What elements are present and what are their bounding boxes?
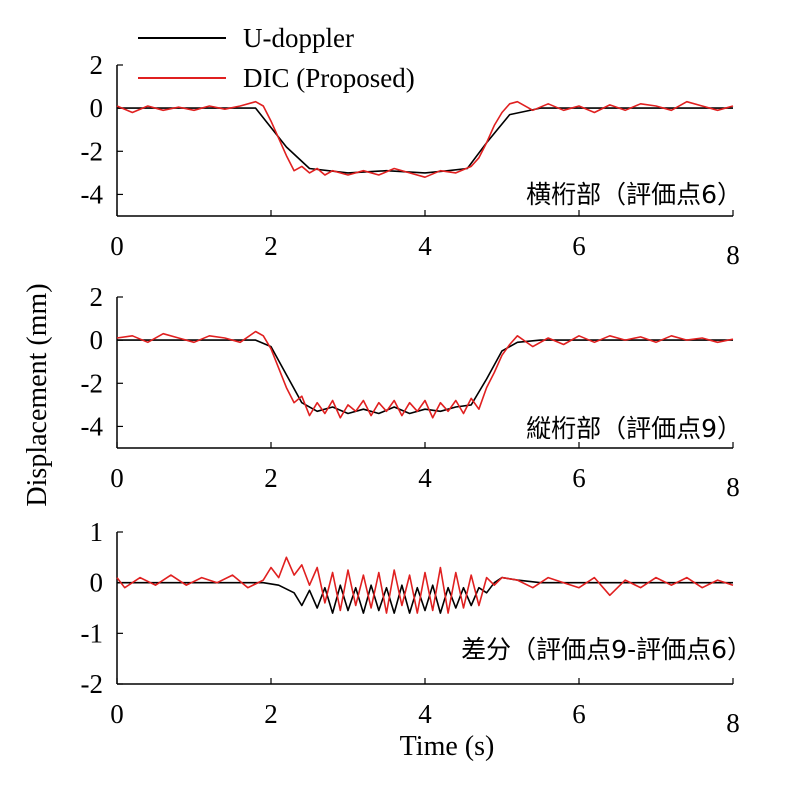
y-tick-label: -4 [81, 179, 104, 209]
y-tick-label: -2 [81, 136, 104, 166]
legend-label-dic: DIC (Proposed) [243, 63, 415, 93]
y-tick-label: -2 [81, 669, 104, 699]
series-line-dic [116, 100, 734, 178]
panel-3: 10-1-20 2 4 6 8差分（評価点9-評価点6） [81, 517, 753, 738]
x-tick-label: 4 [418, 231, 432, 261]
series-line-dic [116, 330, 734, 419]
panel-annotation: 横桁部（評価点6） [526, 180, 742, 209]
y-tick-label: 1 [90, 517, 104, 547]
x-tick-label: 4 [418, 699, 432, 729]
y-tick-label: -4 [81, 411, 104, 441]
x-axis-label: Time (s) [400, 731, 495, 762]
x-tick-label: 6 [572, 463, 586, 493]
y-tick-label: 0 [90, 325, 104, 355]
x-tick-label: 8 [726, 472, 740, 502]
x-tick-label: 6 [572, 699, 586, 729]
x-tick-label: 6 [572, 231, 586, 261]
series-line-u-doppler [117, 576, 733, 614]
y-tick-label: -1 [81, 618, 104, 648]
x-tick-label: 0 [110, 463, 124, 493]
panel-annotation: 差分（評価点9-評価点6） [461, 635, 752, 664]
x-tick-label: 8 [726, 240, 740, 270]
legend-label-u-doppler: U-doppler [243, 23, 354, 53]
x-tick-label: 2 [264, 231, 278, 261]
x-tick-label: 2 [264, 699, 278, 729]
series-line-u-doppler [117, 107, 733, 174]
x-tick-label: 0 [110, 231, 124, 261]
legend: U-doppler DIC (Proposed) [138, 23, 415, 93]
y-axis-label: Displacement (mm) [22, 283, 53, 506]
series-line-u-doppler [117, 339, 733, 415]
x-tick-label: 0 [110, 699, 124, 729]
y-tick-label: 0 [90, 568, 104, 598]
x-tick-label: 8 [726, 708, 740, 738]
y-tick-label: 2 [90, 282, 104, 312]
panel-annotation: 縦桁部（評価点9） [526, 414, 742, 443]
x-tick-label: 4 [418, 463, 432, 493]
y-tick-label: 2 [90, 50, 104, 80]
series-line-dic [116, 556, 734, 614]
x-tick-label: 2 [264, 463, 278, 493]
y-tick-label: -2 [81, 368, 104, 398]
y-tick-label: 0 [90, 93, 104, 123]
